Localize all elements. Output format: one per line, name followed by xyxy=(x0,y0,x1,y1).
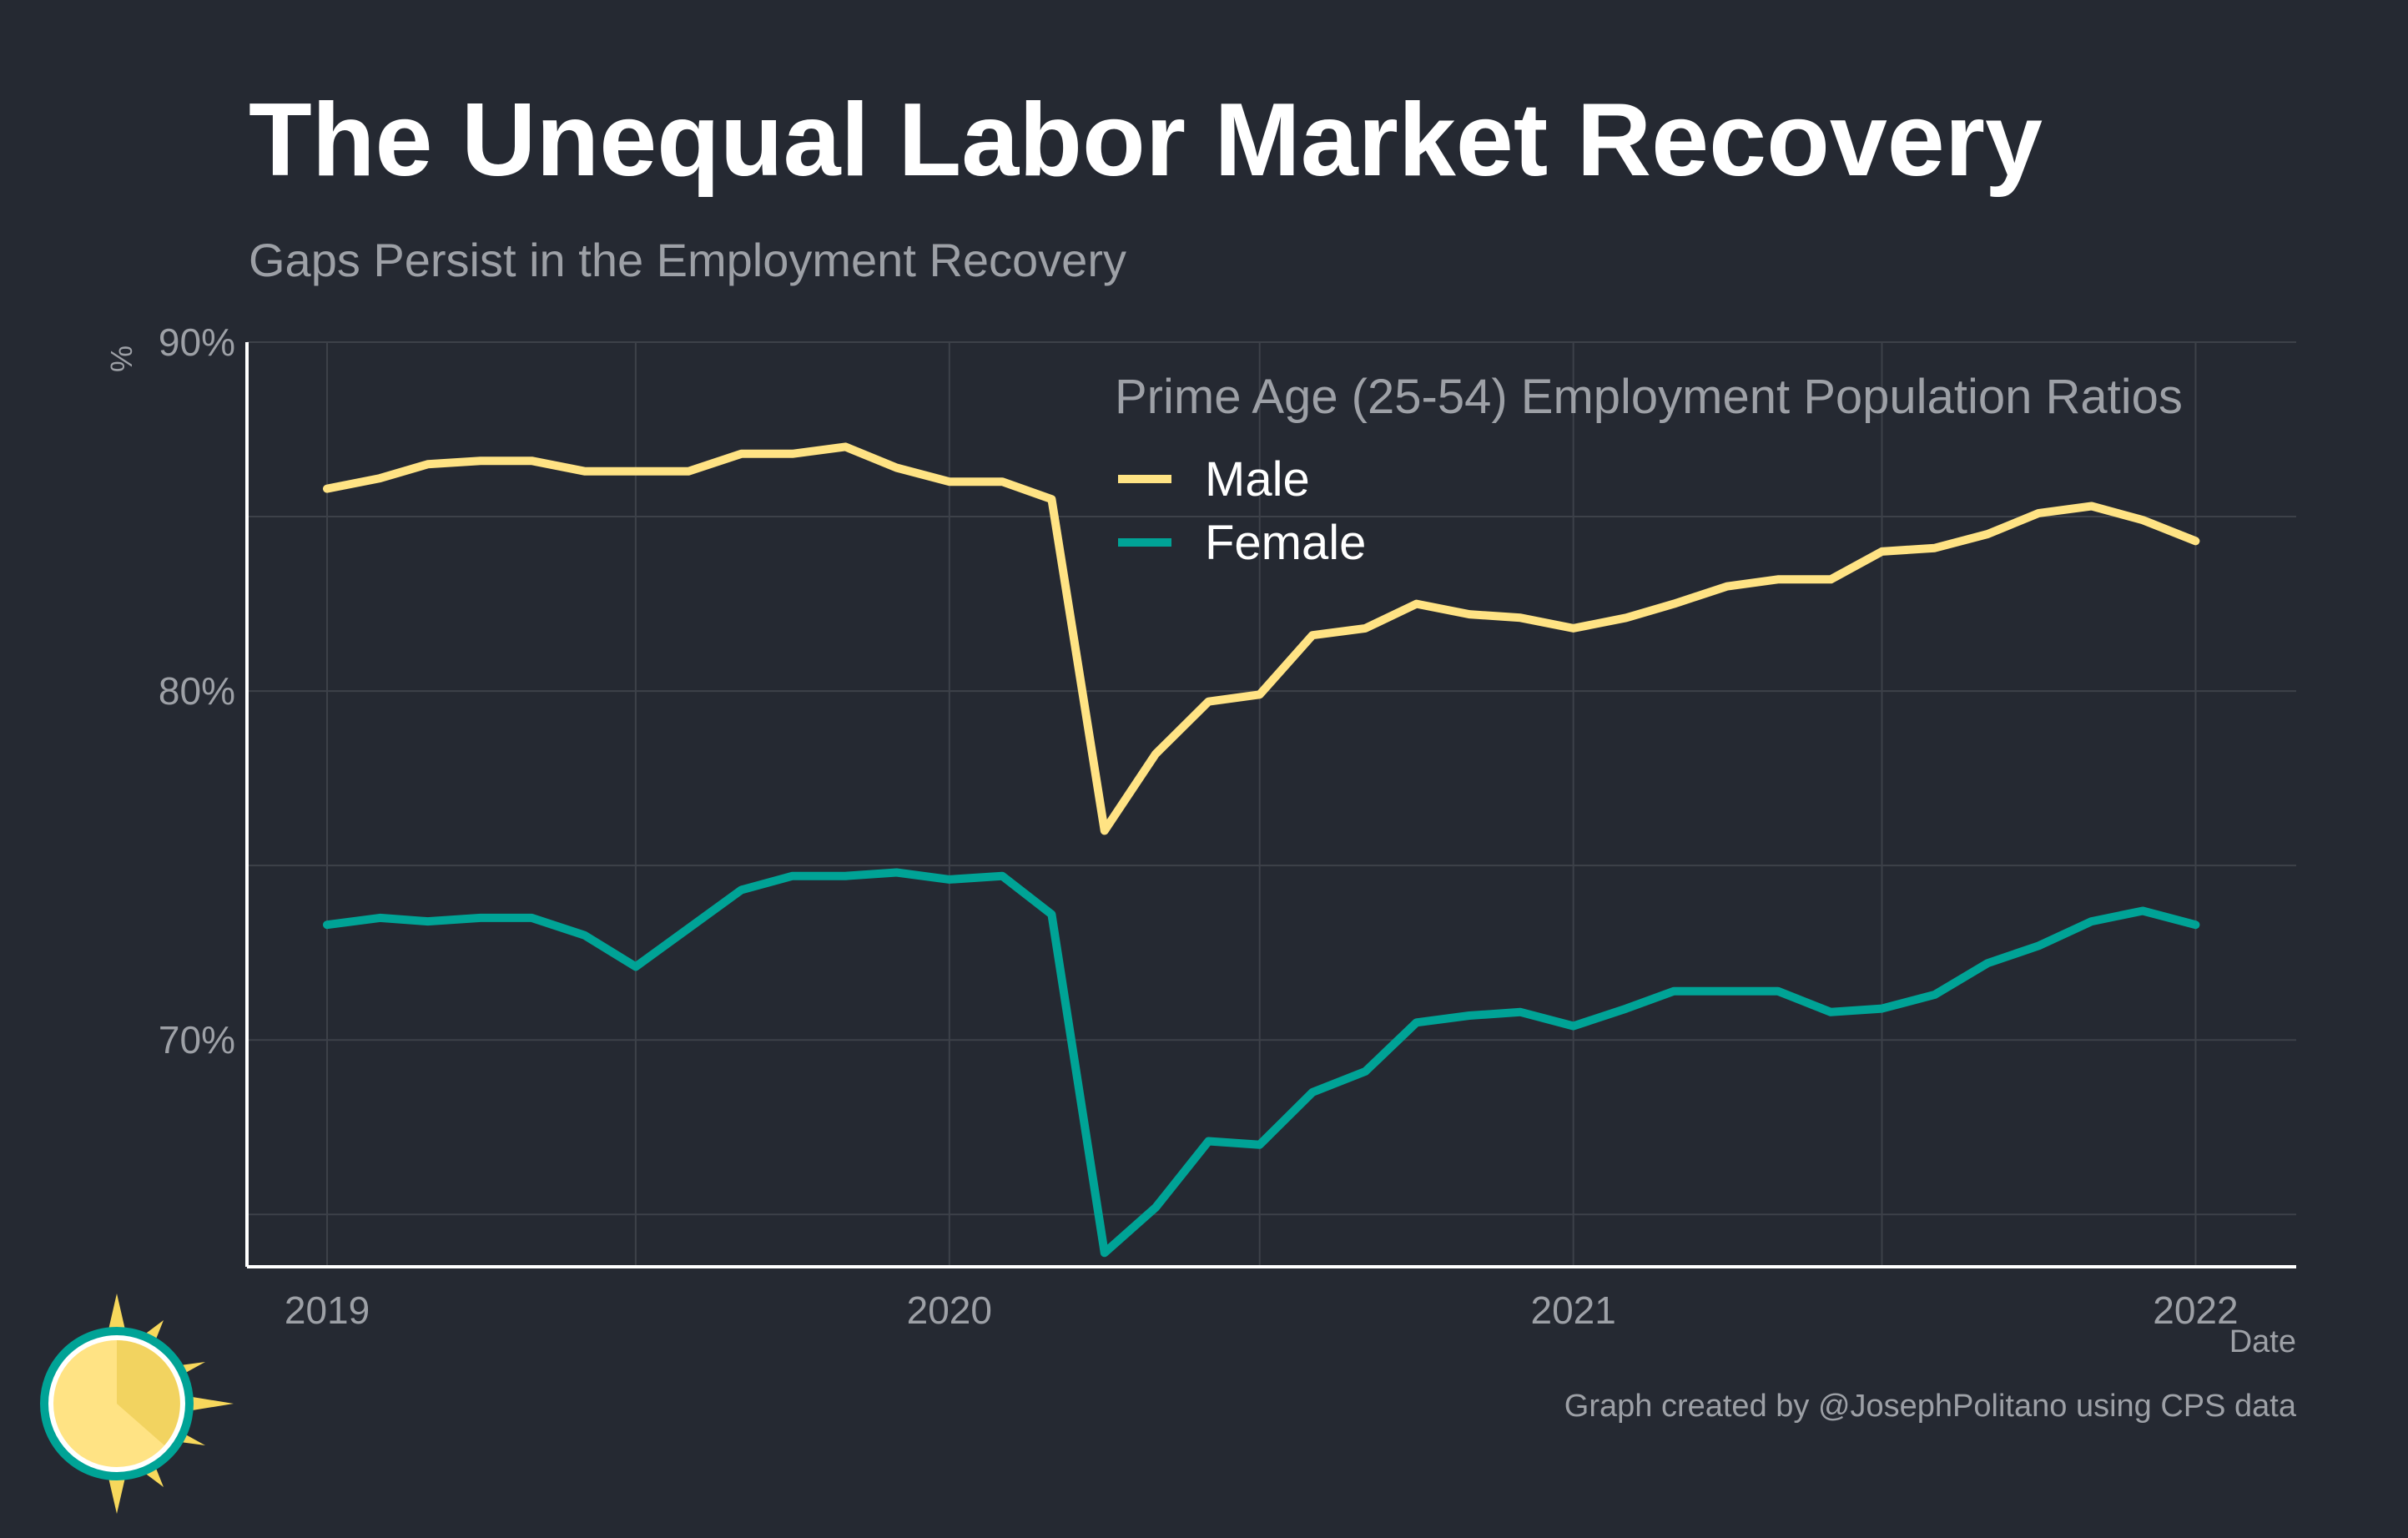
sun-logo-icon xyxy=(40,1293,234,1514)
x-axis-label: Date xyxy=(2229,1324,2296,1359)
y-tick-label: 90% xyxy=(159,320,235,364)
credit-note: Graph created by @JosephPolitano using C… xyxy=(1564,1389,2296,1424)
chart-title: The Unequal Labor Market Recovery xyxy=(249,83,2043,198)
x-tick-label: 2020 xyxy=(907,1288,992,1332)
y-tick-label: 70% xyxy=(159,1018,235,1061)
legend-label-female: Female xyxy=(1205,516,1366,570)
chart-subtitle: Gaps Persist in the Employment Recovery xyxy=(249,234,1126,286)
x-tick-label: 2019 xyxy=(285,1288,370,1332)
legend-label-male: Male xyxy=(1205,452,1310,507)
series-line-female xyxy=(323,868,2200,1258)
y-tick-label: 80% xyxy=(159,669,235,713)
y-axis-label: % xyxy=(104,345,139,372)
series-line-male xyxy=(323,442,2200,835)
legend-title: Prime Age (25-54) Employment Population … xyxy=(1115,370,2183,424)
x-tick-label: 2021 xyxy=(1530,1288,1615,1332)
x-tick-label: 2022 xyxy=(2153,1288,2238,1332)
